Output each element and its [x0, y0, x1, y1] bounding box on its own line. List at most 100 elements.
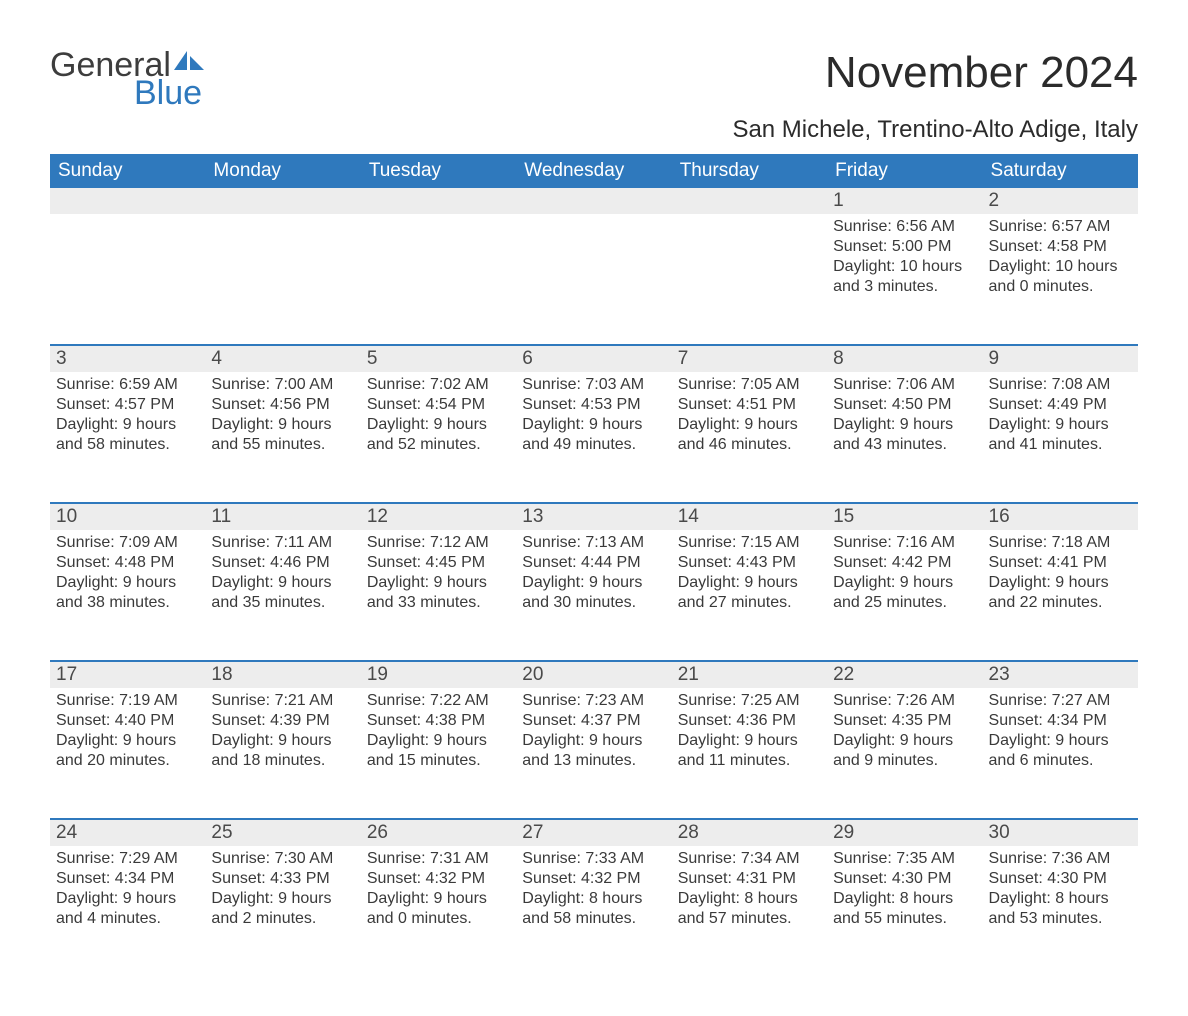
- day-cell: Sunrise: 7:34 AMSunset: 4:31 PMDaylight:…: [672, 846, 827, 976]
- sunset-line: Sunset: 4:38 PM: [367, 711, 510, 731]
- day-row: Sunrise: 6:59 AMSunset: 4:57 PMDaylight:…: [50, 372, 1138, 502]
- day-body: Sunrise: 7:02 AMSunset: 4:54 PMDaylight:…: [361, 372, 516, 459]
- title-block: November 2024 San Michele, Trentino-Alto…: [732, 48, 1138, 154]
- day-body: Sunrise: 7:12 AMSunset: 4:45 PMDaylight:…: [361, 530, 516, 617]
- day-cell: [672, 214, 827, 344]
- day-cell: Sunrise: 7:08 AMSunset: 4:49 PMDaylight:…: [983, 372, 1138, 502]
- daylight-line: Daylight: 8 hours and 57 minutes.: [678, 889, 821, 929]
- sunset-line: Sunset: 4:37 PM: [522, 711, 665, 731]
- day-cell: Sunrise: 7:03 AMSunset: 4:53 PMDaylight:…: [516, 372, 671, 502]
- logo: General Blue: [50, 48, 206, 110]
- day-body: Sunrise: 7:33 AMSunset: 4:32 PMDaylight:…: [516, 846, 671, 933]
- sunset-line: Sunset: 4:40 PM: [56, 711, 199, 731]
- day-cell: Sunrise: 7:12 AMSunset: 4:45 PMDaylight:…: [361, 530, 516, 660]
- sunset-line: Sunset: 4:30 PM: [989, 869, 1132, 889]
- daylight-line: Daylight: 9 hours and 13 minutes.: [522, 731, 665, 771]
- daynum-cell: 12: [361, 504, 516, 530]
- day-cell: Sunrise: 7:06 AMSunset: 4:50 PMDaylight:…: [827, 372, 982, 502]
- day-number: [361, 188, 516, 214]
- day-cell: Sunrise: 7:02 AMSunset: 4:54 PMDaylight:…: [361, 372, 516, 502]
- sunset-line: Sunset: 4:30 PM: [833, 869, 976, 889]
- day-number: 21: [672, 662, 827, 688]
- day-body: Sunrise: 7:05 AMSunset: 4:51 PMDaylight:…: [672, 372, 827, 459]
- day-cell: Sunrise: 7:31 AMSunset: 4:32 PMDaylight:…: [361, 846, 516, 976]
- sunset-line: Sunset: 4:53 PM: [522, 395, 665, 415]
- day-body: Sunrise: 7:15 AMSunset: 4:43 PMDaylight:…: [672, 530, 827, 617]
- day-number: 1: [827, 188, 982, 214]
- weekday-header: Wednesday: [516, 154, 671, 188]
- sunset-line: Sunset: 4:56 PM: [211, 395, 354, 415]
- sunset-line: Sunset: 4:42 PM: [833, 553, 976, 573]
- day-number: 12: [361, 504, 516, 530]
- day-body: Sunrise: 7:25 AMSunset: 4:36 PMDaylight:…: [672, 688, 827, 775]
- day-cell: Sunrise: 7:33 AMSunset: 4:32 PMDaylight:…: [516, 846, 671, 976]
- day-cell: Sunrise: 7:00 AMSunset: 4:56 PMDaylight:…: [205, 372, 360, 502]
- daynum-row: 24252627282930: [50, 820, 1138, 846]
- sunrise-line: Sunrise: 7:08 AM: [989, 375, 1132, 395]
- daynum-cell: 30: [983, 820, 1138, 846]
- sunset-line: Sunset: 4:48 PM: [56, 553, 199, 573]
- sunrise-line: Sunrise: 7:34 AM: [678, 849, 821, 869]
- day-number: [50, 188, 205, 214]
- daynum-cell: [50, 188, 205, 214]
- sunrise-line: Sunrise: 7:33 AM: [522, 849, 665, 869]
- daynum-cell: 24: [50, 820, 205, 846]
- day-cell: Sunrise: 7:15 AMSunset: 4:43 PMDaylight:…: [672, 530, 827, 660]
- day-body: Sunrise: 7:23 AMSunset: 4:37 PMDaylight:…: [516, 688, 671, 775]
- day-row: Sunrise: 7:09 AMSunset: 4:48 PM Daylight:…: [50, 530, 1138, 660]
- day-body: Sunrise: 6:57 AMSunset: 4:58 PMDaylight:…: [983, 214, 1138, 301]
- day-number: 11: [205, 504, 360, 530]
- day-number: 20: [516, 662, 671, 688]
- day-number: 13: [516, 504, 671, 530]
- day-number: 23: [983, 662, 1138, 688]
- day-number: 27: [516, 820, 671, 846]
- day-cell: Sunrise: 7:23 AMSunset: 4:37 PMDaylight:…: [516, 688, 671, 818]
- daylight-line: Daylight: 9 hours and 30 minutes.: [522, 573, 665, 613]
- logo-word-blue: Blue: [134, 76, 206, 110]
- day-number: 3: [50, 346, 205, 372]
- day-number: 7: [672, 346, 827, 372]
- day-body: Sunrise: 7:08 AMSunset: 4:49 PMDaylight:…: [983, 372, 1138, 459]
- day-number: 17: [50, 662, 205, 688]
- daynum-cell: 6: [516, 346, 671, 372]
- sunrise-line: Sunrise: 7:30 AM: [211, 849, 354, 869]
- daylight-line: Daylight: 9 hours and 22 minutes.: [989, 573, 1132, 613]
- weekday-header: Saturday: [983, 154, 1138, 188]
- day-body: Sunrise: 7:11 AMSunset: 4:46 PMDaylight:…: [205, 530, 360, 617]
- day-cell: Sunrise: 7:18 AMSunset: 4:41 PMDaylight:…: [983, 530, 1138, 660]
- day-number: 26: [361, 820, 516, 846]
- daylight-line: Daylight: 9 hours and 2 minutes.: [211, 889, 354, 929]
- day-number: 8: [827, 346, 982, 372]
- day-cell: Sunrise: 7:25 AMSunset: 4:36 PMDaylight:…: [672, 688, 827, 818]
- day-body: Sunrise: 7:21 AMSunset: 4:39 PMDaylight:…: [205, 688, 360, 775]
- daynum-cell: 23: [983, 662, 1138, 688]
- daynum-cell: 7: [672, 346, 827, 372]
- sunrise-line: Sunrise: 7:06 AM: [833, 375, 976, 395]
- sunrise-line: Sunrise: 7:23 AM: [522, 691, 665, 711]
- sunrise-line: Sunrise: 7:09 AM: [56, 533, 199, 553]
- weekday-header-row: SundayMondayTuesdayWednesdayThursdayFrid…: [50, 154, 1138, 188]
- day-body: Sunrise: 7:27 AMSunset: 4:34 PMDaylight:…: [983, 688, 1138, 775]
- day-number: 19: [361, 662, 516, 688]
- daylight-line: Daylight: 8 hours and 53 minutes.: [989, 889, 1132, 929]
- sunset-line: Sunset: 4:49 PM: [989, 395, 1132, 415]
- daynum-cell: 14: [672, 504, 827, 530]
- weekday-header: Monday: [205, 154, 360, 188]
- daynum-cell: 16: [983, 504, 1138, 530]
- day-cell: Sunrise: 7:16 AMSunset: 4:42 PMDaylight:…: [827, 530, 982, 660]
- day-body: Sunrise: 7:31 AMSunset: 4:32 PMDaylight:…: [361, 846, 516, 933]
- daynum-row: 3456789: [50, 346, 1138, 372]
- daylight-line: Daylight: 8 hours and 58 minutes.: [522, 889, 665, 929]
- day-number: 14: [672, 504, 827, 530]
- sunrise-line: Sunrise: 7:22 AM: [367, 691, 510, 711]
- day-body: Sunrise: 7:29 AMSunset: 4:34 PMDaylight:…: [50, 846, 205, 933]
- sunrise-line: Sunrise: 7:11 AM: [211, 533, 354, 553]
- day-body: Sunrise: 7:03 AMSunset: 4:53 PMDaylight:…: [516, 372, 671, 459]
- daynum-cell: 8: [827, 346, 982, 372]
- sunset-line: Sunset: 4:39 PM: [211, 711, 354, 731]
- daynum-cell: 3: [50, 346, 205, 372]
- daynum-row: 17181920212223: [50, 662, 1138, 688]
- sunrise-line: Sunrise: 7:25 AM: [678, 691, 821, 711]
- sunrise-line: Sunrise: 6:59 AM: [56, 375, 199, 395]
- daylight-line: Daylight: 9 hours and 33 minutes.: [367, 573, 510, 613]
